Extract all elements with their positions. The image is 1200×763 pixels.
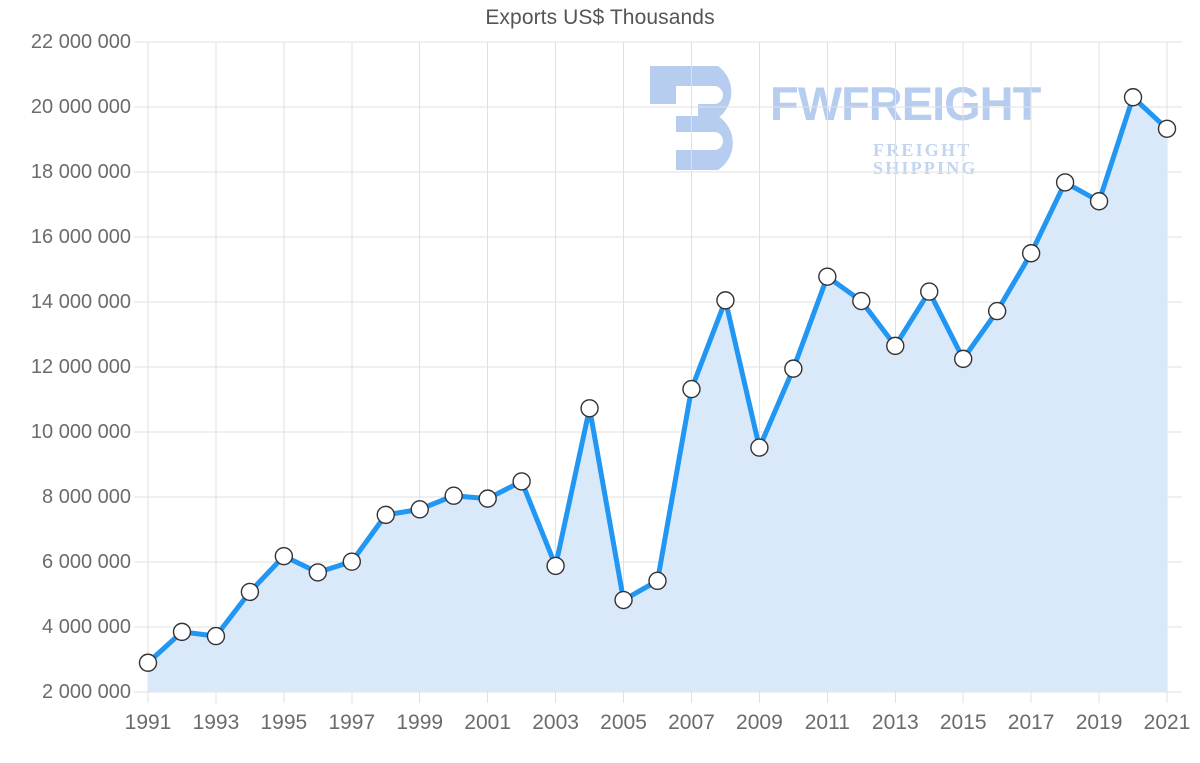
data-point-marker[interactable] bbox=[478, 489, 497, 508]
data-point-marker[interactable] bbox=[138, 653, 158, 672]
x-axis-tick-label: 1993 bbox=[192, 711, 240, 734]
y-axis-ticks: 2 000 000 4 000 000 6 000 000 8 000 000 10 0… bbox=[0, 0, 131, 763]
data-point-marker[interactable] bbox=[784, 359, 803, 378]
data-point-marker[interactable] bbox=[716, 291, 735, 310]
y-axis-tick-label: 2 000 000 bbox=[42, 681, 131, 703]
x-axis-tick-label: 1991 bbox=[124, 711, 172, 734]
data-point-marker[interactable] bbox=[1123, 88, 1143, 107]
data-point-marker[interactable] bbox=[818, 267, 837, 286]
data-point-marker[interactable] bbox=[410, 500, 429, 519]
y-axis-tick-label: 18 000 000 bbox=[30, 161, 131, 183]
data-point-marker[interactable] bbox=[1089, 192, 1109, 211]
y-axis-tick-label: 12 000 000 bbox=[30, 356, 131, 378]
x-axis-tick-label: 1995 bbox=[260, 711, 308, 734]
x-axis-tick-label: 2017 bbox=[1007, 711, 1055, 734]
data-point-marker[interactable] bbox=[376, 505, 395, 525]
data-point-marker[interactable] bbox=[750, 438, 769, 457]
data-point-marker[interactable] bbox=[852, 291, 871, 311]
data-point-marker[interactable] bbox=[1055, 173, 1075, 192]
data-point-marker[interactable] bbox=[886, 336, 905, 356]
data-point-marker[interactable] bbox=[206, 626, 226, 646]
y-axis-tick-label: 6 000 000 bbox=[42, 551, 131, 573]
data-point-marker[interactable] bbox=[444, 486, 463, 505]
y-axis-tick-label: 10 000 000 bbox=[30, 421, 131, 443]
data-point-marker[interactable] bbox=[308, 563, 328, 582]
x-axis-tick-label: 2005 bbox=[600, 711, 647, 734]
x-axis-tick-label: 2009 bbox=[736, 711, 783, 734]
data-point-marker[interactable] bbox=[987, 301, 1007, 321]
x-axis-tick-label: 1997 bbox=[328, 711, 376, 734]
data-point-marker[interactable] bbox=[682, 379, 701, 399]
data-point-marker[interactable] bbox=[274, 546, 294, 566]
data-point-marker[interactable] bbox=[580, 399, 599, 418]
data-markers bbox=[138, 88, 1177, 672]
data-point-marker[interactable] bbox=[240, 582, 260, 602]
data-point-marker[interactable] bbox=[648, 571, 667, 591]
data-point-marker[interactable] bbox=[512, 472, 531, 491]
area-fill-path bbox=[148, 97, 1167, 692]
data-point-marker[interactable] bbox=[920, 282, 939, 301]
x-axis-tick-label: 2015 bbox=[939, 711, 987, 734]
x-axis-tick-label: 2013 bbox=[871, 711, 919, 734]
x-axis-tick-label: 2011 bbox=[804, 711, 850, 734]
x-axis-tick-label: 2003 bbox=[532, 711, 579, 734]
data-point-marker[interactable] bbox=[172, 622, 192, 642]
area-fill bbox=[148, 97, 1167, 692]
data-point-marker[interactable] bbox=[546, 556, 565, 576]
y-axis-tick-label: 22 000 000 bbox=[30, 31, 131, 53]
x-axis-tick-label: 2019 bbox=[1075, 711, 1123, 734]
data-point-marker[interactable] bbox=[954, 349, 973, 369]
y-axis-tick-label: 14 000 000 bbox=[30, 291, 131, 313]
data-point-marker[interactable] bbox=[614, 590, 633, 610]
y-axis-tick-label: 20 000 000 bbox=[30, 96, 131, 118]
y-axis-tick-label: 16 000 000 bbox=[30, 226, 131, 248]
x-axis-tick-label: 2001 bbox=[464, 711, 512, 734]
x-axis-tick-label: 2007 bbox=[668, 711, 715, 734]
y-axis-tick-label: 8 000 000 bbox=[42, 486, 131, 508]
y-axis-tick-label: 4 000 000 bbox=[42, 616, 131, 638]
data-point-marker[interactable] bbox=[1021, 244, 1041, 263]
chart-title: Exports US$ Thousands bbox=[485, 6, 715, 29]
data-point-marker[interactable] bbox=[342, 552, 361, 571]
data-point-marker[interactable] bbox=[1157, 119, 1177, 138]
x-axis-tick-label: 1999 bbox=[396, 711, 444, 734]
x-axis-tick-label: 2021 bbox=[1143, 711, 1191, 734]
